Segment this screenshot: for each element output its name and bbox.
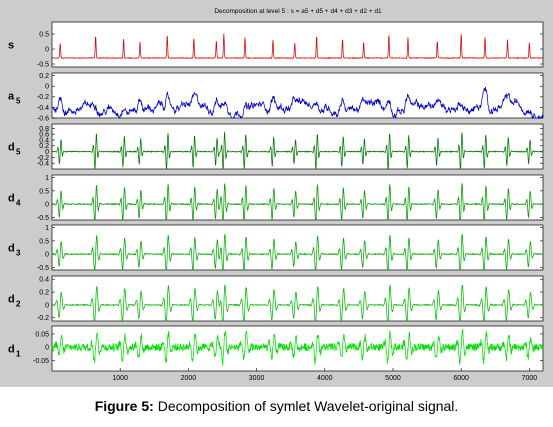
signal-line — [51, 234, 544, 272]
y-tick-label: -0.05 — [33, 358, 49, 365]
y-tick-label: 0.05 — [35, 331, 49, 338]
y-tick-label: -0.2 — [37, 94, 49, 101]
figure-caption: Figure 5: Decomposition of symlet Wavele… — [0, 398, 553, 414]
figure-title: Decomposition at level 5 : s = a5 + d5 +… — [214, 8, 382, 15]
y-tick-label: -0.6 — [37, 115, 49, 122]
y-tick-label: -0.4 — [37, 105, 49, 112]
panel-label: s — [8, 40, 14, 52]
panel-d1: 0.05 0 -0.05 d 1 — [8, 325, 544, 372]
panel-label-subscript: 5 — [16, 97, 21, 106]
panel-label-subscript: 1 — [16, 350, 21, 359]
panel-label-subscript: 3 — [16, 249, 21, 258]
y-tick-label: -0.5 — [37, 215, 49, 222]
y-tick-label: 0 — [45, 345, 49, 352]
panel-a5: 0.2 0 -0.2 -0.4 -0.6 a 5 — [8, 72, 544, 122]
panel-label: d — [8, 344, 15, 356]
panel-d5: 0.80.60.40.20-0.2-0.4 d 5 — [8, 123, 544, 170]
x-tick-label: 3000 — [249, 375, 265, 382]
caption-text: Decomposition of symlet Wavelet-original… — [153, 398, 459, 414]
x-axis: 1000 2000 3000 4000 5000 6000 7000 — [112, 368, 537, 382]
panel-d4: 1 0.5 0 -0.5 d 4 — [8, 174, 544, 222]
panel-label: d — [8, 294, 15, 306]
y-tick-label: -0.4 — [37, 161, 49, 168]
y-tick-label: 0.8 — [39, 126, 49, 133]
y-tick-label: -0.5 — [37, 265, 49, 272]
y-tick-label: 1 — [45, 175, 49, 182]
x-tick-label: 6000 — [453, 375, 469, 382]
y-tick-label: -0.2 — [37, 155, 49, 162]
panels-group: 0.50-0.5s0.20-0.2-0.4-0.6a 50.80.60.40.20… — [8, 21, 544, 372]
panel-s: 0.5 0 -0.5 s — [8, 21, 544, 68]
signal-line — [51, 86, 544, 120]
x-tick-label: 4000 — [317, 375, 333, 382]
y-tick-label: 0.2 — [39, 143, 49, 150]
y-tick-label: -0.2 — [37, 315, 49, 322]
y-tick-label: 0.5 — [39, 31, 49, 38]
axes-box — [51, 174, 544, 221]
y-tick-label: 0.5 — [39, 238, 49, 245]
signal-line — [51, 284, 544, 323]
signal-line — [51, 33, 544, 60]
y-tick-label: 0.6 — [39, 132, 49, 139]
y-tick-label: 0.2 — [39, 73, 49, 80]
signal-line — [51, 328, 544, 366]
y-tick-label: 0 — [45, 302, 49, 309]
y-tick-label: 0 — [45, 149, 49, 156]
y-tick-label: -0.5 — [37, 61, 49, 68]
y-tick-label: 0.4 — [39, 137, 49, 144]
panel-label: a — [8, 91, 15, 103]
panel-label-subscript: 2 — [16, 300, 21, 309]
axes-box — [51, 21, 544, 68]
y-tick-label: 0 — [45, 252, 49, 259]
panel-label-subscript: 4 — [16, 199, 21, 208]
y-tick-label: 0.2 — [39, 289, 49, 296]
y-tick-label: 0.5 — [39, 188, 49, 195]
x-tick-label: 2000 — [181, 375, 197, 382]
y-tick-label: 1 — [45, 225, 49, 232]
y-tick-label: 0 — [45, 202, 49, 209]
caption-label: Figure 5: — [94, 398, 154, 414]
x-tick-label: 5000 — [385, 375, 401, 382]
y-tick-label: 0 — [45, 46, 49, 53]
axes-box — [51, 123, 544, 170]
panel-label-subscript: 5 — [16, 148, 21, 157]
panel-label: d — [8, 193, 15, 205]
signal-line — [51, 131, 544, 170]
panel-label: d — [8, 142, 15, 154]
y-tick-label: 0.4 — [39, 277, 49, 284]
panel-label: d — [8, 243, 15, 255]
panel-d3: 1 0.5 0 -0.5 d 3 — [8, 224, 544, 272]
signal-line — [51, 183, 544, 222]
x-tick-label: 7000 — [522, 375, 538, 382]
y-tick-label: 0 — [45, 84, 49, 91]
x-tick-label: 1000 — [112, 375, 128, 382]
chart-svg: Decomposition at level 5 : s = a5 + d5 +… — [8, 8, 544, 382]
panel-d2: 0.4 0.2 0 -0.2 d 2 — [8, 275, 544, 323]
